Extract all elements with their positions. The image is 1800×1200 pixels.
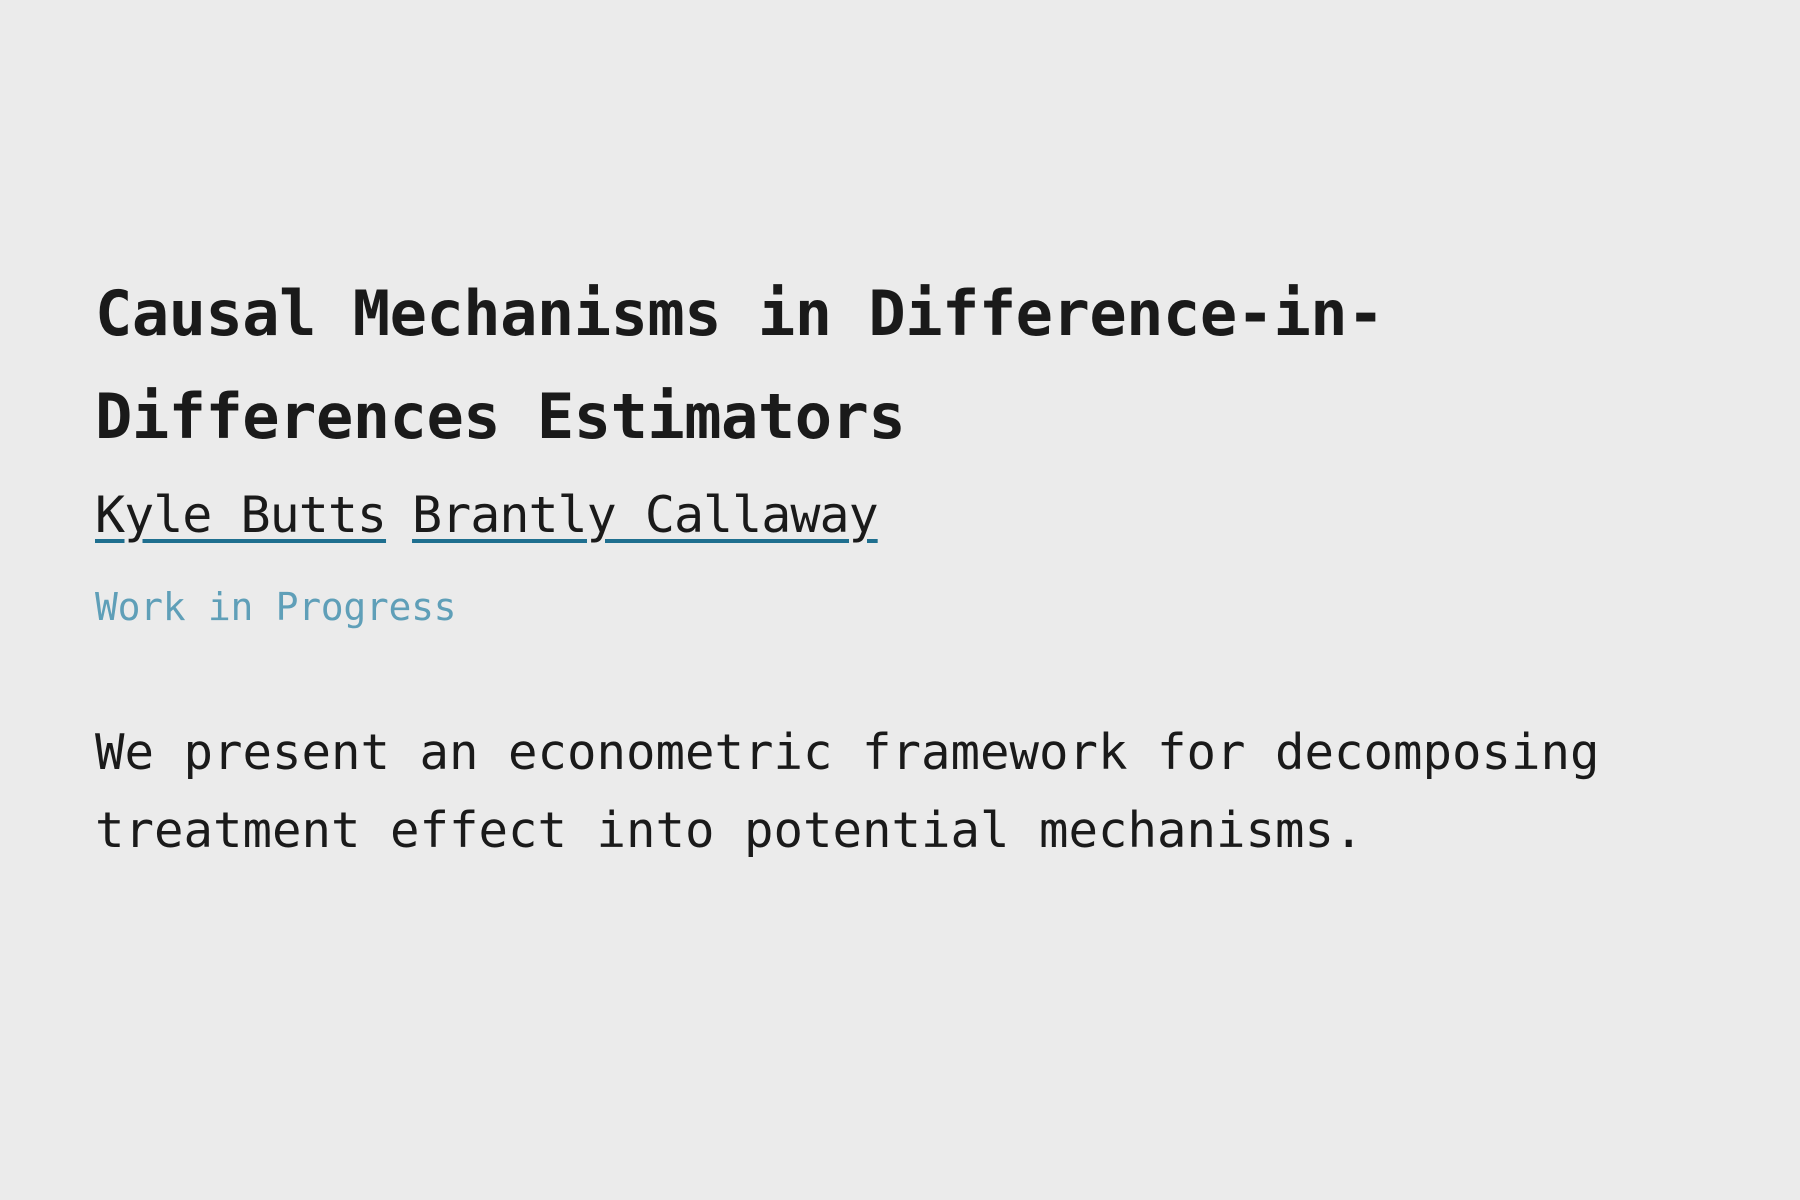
author-link-kyle-butts[interactable]: Kyle Butts (95, 486, 387, 544)
paper-entry: Causal Mechanisms in Difference-in-Diffe… (95, 262, 1715, 870)
paper-title: Causal Mechanisms in Difference-in-Diffe… (95, 277, 1384, 453)
status-label: Work in Progress (95, 585, 457, 629)
abstract-text: We present an econometric framework for … (95, 724, 1600, 859)
author-link-brantly-callaway[interactable]: Brantly Callaway (412, 486, 879, 544)
author-list: Kyle Butts Brantly Callaway (95, 480, 1715, 550)
